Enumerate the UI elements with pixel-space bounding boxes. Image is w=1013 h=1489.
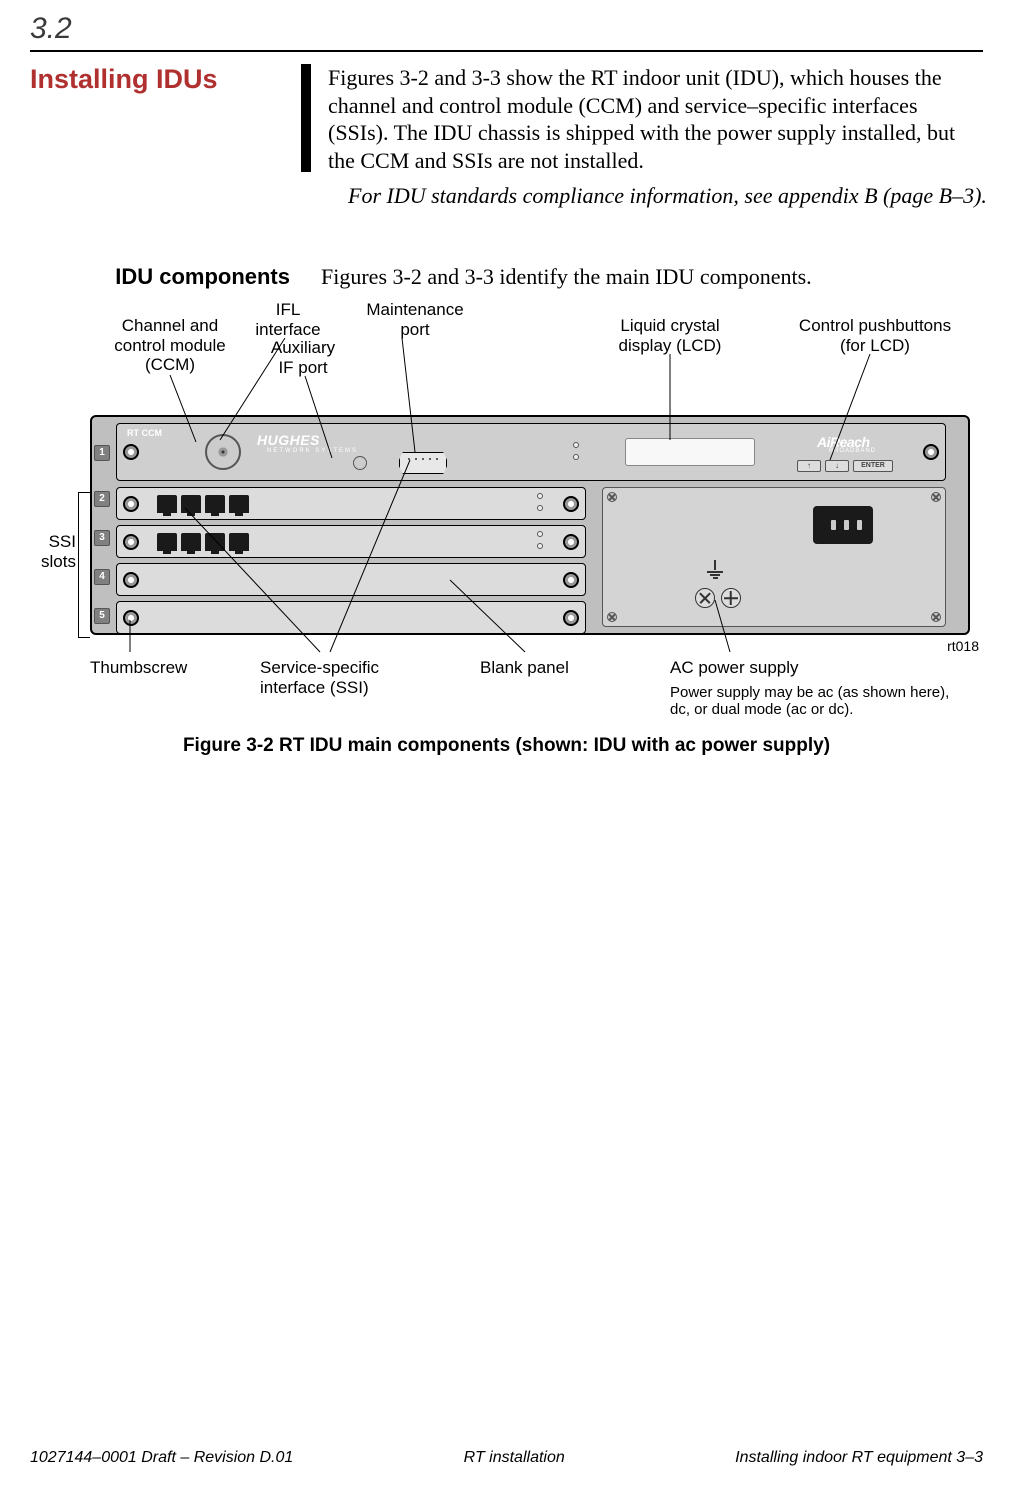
rj45-row bbox=[157, 533, 249, 551]
ground-symbol-icon bbox=[705, 560, 725, 580]
lcd-button-row: ↑ ↓ ENTER bbox=[797, 460, 893, 472]
thumbscrew-icon bbox=[563, 534, 579, 550]
fuse-icon bbox=[695, 588, 715, 608]
ccm-module: RT CCM HUGHES NETWORK SYSTEMS AiReach BR… bbox=[116, 423, 946, 481]
blank-panel-4 bbox=[116, 563, 586, 596]
aux-connector-icon bbox=[353, 456, 367, 470]
thumbscrew-icon bbox=[123, 610, 139, 626]
ifl-connector-icon bbox=[205, 434, 241, 470]
led-icon bbox=[537, 531, 543, 537]
lcd-display bbox=[625, 438, 755, 466]
heading-sub: IDU components bbox=[60, 264, 290, 290]
down-button: ↓ bbox=[825, 460, 849, 472]
slot-num-3: 3 bbox=[94, 530, 110, 546]
rj45-port-icon bbox=[181, 533, 201, 551]
heading-main: Installing IDUs bbox=[30, 64, 290, 95]
led-pair bbox=[573, 442, 581, 466]
thumbscrew-icon bbox=[563, 610, 579, 626]
hughes-subtext: NETWORK SYSTEMS bbox=[267, 448, 358, 454]
footer-right: Installing indoor RT equipment 3–3 bbox=[735, 1449, 983, 1467]
footer-center: RT installation bbox=[464, 1449, 565, 1467]
fuse-icon bbox=[721, 588, 741, 608]
paragraph-1: Figures 3-2 and 3-3 show the RT indoor u… bbox=[328, 64, 968, 174]
paragraph-2: For IDU standards compliance information… bbox=[348, 182, 988, 210]
page-footer: 1027144–0001 Draft – Revision D.01 RT in… bbox=[30, 1449, 983, 1467]
rj45-port-icon bbox=[181, 495, 201, 513]
callout-thumbscrew: Thumbscrew bbox=[90, 658, 200, 678]
callout-ccm: Channel andcontrol module(CCM) bbox=[100, 316, 240, 375]
slot-num-4: 4 bbox=[94, 569, 110, 585]
thumbscrew-icon bbox=[563, 496, 579, 512]
iec-inlet-icon bbox=[813, 506, 873, 544]
callout-ssi-slots: SSIslots bbox=[26, 532, 76, 571]
callout-pushbuttons: Control pushbuttons(for LCD) bbox=[790, 316, 960, 355]
rj45-row bbox=[157, 495, 249, 513]
sub-paragraph: Figures 3-2 and 3-3 identify the main ID… bbox=[321, 264, 961, 290]
callout-ifl: IFLinterface bbox=[248, 300, 328, 339]
slot-num-2: 2 bbox=[94, 491, 110, 507]
led-icon bbox=[537, 505, 543, 511]
power-supply-panel bbox=[602, 487, 946, 627]
heading-row: Installing IDUs Figures 3-2 and 3-3 show… bbox=[30, 64, 983, 210]
change-bar bbox=[301, 64, 311, 172]
thumbscrew-icon bbox=[563, 572, 579, 588]
up-button: ↑ bbox=[797, 460, 821, 472]
rj45-port-icon bbox=[205, 533, 225, 551]
led-icon bbox=[573, 442, 579, 448]
led-pair bbox=[537, 531, 545, 555]
callout-lcd: Liquid crystaldisplay (LCD) bbox=[610, 316, 730, 355]
footer-left: 1027144–0001 Draft – Revision D.01 bbox=[30, 1449, 293, 1467]
led-icon bbox=[537, 543, 543, 549]
thumbscrew-icon bbox=[123, 444, 139, 460]
led-icon bbox=[573, 454, 579, 460]
callout-maint: Maintenanceport bbox=[360, 300, 470, 339]
rj45-port-icon bbox=[205, 495, 225, 513]
thumbscrew-icon bbox=[923, 444, 939, 460]
led-pair bbox=[537, 493, 545, 517]
ssi-module-3 bbox=[116, 525, 586, 558]
callout-psu-note: Power supply may be ac (as shown here), … bbox=[670, 684, 970, 719]
screw-icon bbox=[607, 612, 617, 622]
thumbscrew-icon bbox=[123, 572, 139, 588]
rt-ccm-label: RT CCM bbox=[127, 428, 162, 438]
callout-aux: AuxiliaryIF port bbox=[258, 338, 348, 377]
maintenance-port-icon bbox=[399, 452, 447, 474]
thumbscrew-icon bbox=[123, 496, 139, 512]
section-number: 3.2 bbox=[30, 12, 72, 46]
ssi-slots-bracket bbox=[78, 492, 90, 638]
idu-device: 1 2 3 4 5 RT CCM HUGHES NETWORK SYSTEMS bbox=[90, 415, 970, 635]
slot-number-column: 1 2 3 4 5 bbox=[94, 425, 112, 647]
callout-blank-panel: Blank panel bbox=[480, 658, 590, 678]
screw-icon bbox=[931, 492, 941, 502]
fuse-pair bbox=[695, 588, 741, 608]
rj45-port-icon bbox=[229, 533, 249, 551]
figure-caption: Figure 3-2 RT IDU main components (shown… bbox=[0, 735, 1013, 757]
ssi-module-2 bbox=[116, 487, 586, 520]
rj45-port-icon bbox=[157, 495, 177, 513]
subheading-row: IDU components Figures 3-2 and 3-3 ident… bbox=[60, 264, 983, 290]
rj45-port-icon bbox=[157, 533, 177, 551]
led-icon bbox=[537, 493, 543, 499]
figure-id: rt018 bbox=[947, 638, 979, 654]
callout-ssi: Service-specificinterface (SSI) bbox=[260, 658, 400, 697]
hughes-logo: HUGHES bbox=[257, 432, 320, 448]
slot-num-1: 1 bbox=[94, 445, 110, 461]
screw-icon bbox=[931, 612, 941, 622]
horizontal-rule bbox=[30, 50, 983, 52]
aireach-subtext: BROADBAND bbox=[829, 448, 876, 454]
rj45-port-icon bbox=[229, 495, 249, 513]
slot-num-5: 5 bbox=[94, 608, 110, 624]
blank-panel-5 bbox=[116, 601, 586, 634]
thumbscrew-icon bbox=[123, 534, 139, 550]
screw-icon bbox=[607, 492, 617, 502]
figure-3-2: Channel andcontrol module(CCM) IFLinterf… bbox=[30, 300, 983, 730]
enter-button: ENTER bbox=[853, 460, 893, 472]
callout-psu: AC power supply bbox=[670, 658, 830, 678]
